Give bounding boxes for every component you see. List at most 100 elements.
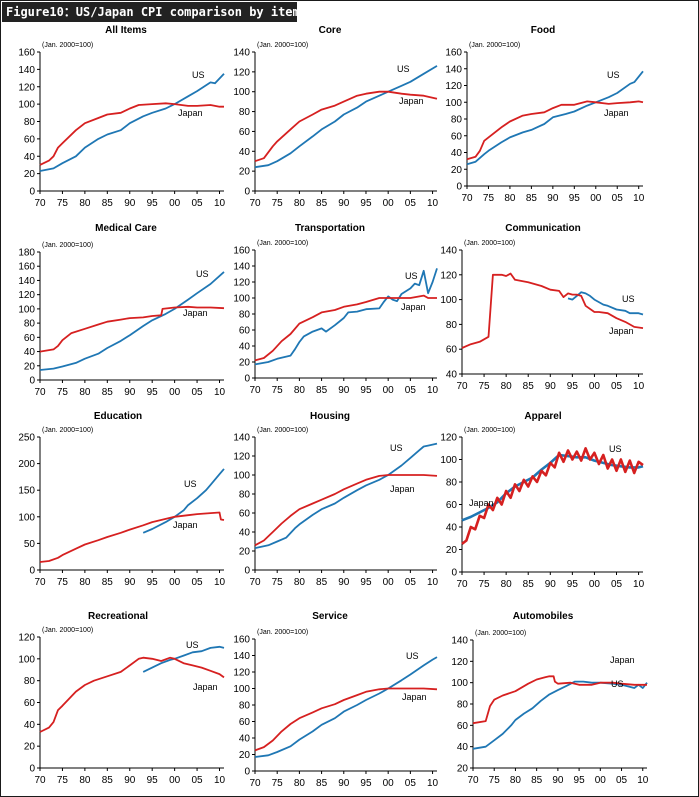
- x-tick-label: 70: [34, 775, 46, 786]
- us-series-line: [254, 268, 438, 366]
- y-tick-label: 140: [451, 636, 468, 647]
- y-tick-label: 60: [239, 326, 251, 337]
- x-tick-label: 05: [192, 577, 204, 588]
- us-series-line: [142, 645, 225, 673]
- y-tick-label: 100: [440, 295, 457, 306]
- x-tick-label: 05: [405, 198, 417, 209]
- japan-series-line: [466, 100, 644, 161]
- y-tick-label: 60: [24, 698, 36, 709]
- chart-title: Core: [319, 25, 342, 36]
- x-tick-label: 85: [526, 193, 538, 204]
- y-tick-label: 40: [451, 148, 463, 159]
- x-tick-label: 70: [467, 775, 479, 786]
- x-tick-label: 80: [294, 198, 306, 209]
- chart-title: Medical Care: [95, 223, 157, 234]
- x-tick-label: 90: [338, 385, 350, 396]
- x-tick-label: 10: [427, 198, 439, 209]
- unit-label: (Jan. 2000=100): [257, 240, 308, 247]
- y-tick-label: 140: [18, 65, 35, 76]
- y-tick-label: 40: [446, 523, 458, 534]
- unit-label: (Jan. 2000=100): [42, 627, 93, 634]
- y-tick-label: 80: [446, 478, 458, 489]
- x-tick-label: 05: [405, 385, 417, 396]
- y-tick-label: 80: [24, 676, 36, 687]
- y-tick-label: 120: [18, 290, 35, 301]
- x-tick-label: 90: [338, 198, 350, 209]
- x-tick-label: 80: [294, 778, 306, 789]
- x-tick-label: 05: [192, 198, 204, 209]
- y-tick-label: 40: [24, 720, 36, 731]
- y-tick-label: 80: [239, 310, 251, 321]
- x-tick-label: 85: [102, 775, 114, 786]
- x-tick-label: 00: [169, 198, 181, 209]
- x-tick-label: 10: [214, 775, 226, 786]
- y-tick-label: 60: [24, 333, 36, 344]
- y-tick-label: 0: [451, 568, 457, 579]
- y-tick-label: 120: [440, 433, 457, 444]
- x-tick-label: 75: [483, 193, 495, 204]
- x-tick-label: 90: [124, 577, 136, 588]
- y-tick-label: 80: [446, 320, 458, 331]
- x-tick-label: 75: [57, 387, 69, 398]
- x-tick-label: 85: [316, 198, 328, 209]
- japan-series-label: Japan: [469, 498, 494, 508]
- x-tick-label: 80: [504, 193, 516, 204]
- y-tick-label: 80: [24, 319, 36, 330]
- x-tick-label: 70: [249, 778, 261, 789]
- x-tick-label: 05: [192, 775, 204, 786]
- us-series-label: US: [611, 679, 624, 689]
- x-tick-label: 75: [272, 577, 284, 588]
- x-tick-label: 70: [249, 198, 261, 209]
- y-tick-label: 100: [18, 512, 35, 523]
- y-tick-label: 20: [24, 742, 36, 753]
- y-tick-label: 100: [440, 455, 457, 466]
- y-tick-label: 40: [457, 742, 469, 753]
- x-tick-label: 10: [427, 385, 439, 396]
- y-tick-label: 40: [239, 147, 251, 158]
- us-series-line: [39, 271, 225, 371]
- x-tick-label: 75: [479, 381, 491, 392]
- y-tick-label: 20: [239, 167, 251, 178]
- chart-title: Apparel: [524, 411, 561, 422]
- us-series-line: [461, 453, 644, 522]
- japan-series-line: [254, 687, 438, 752]
- x-tick-label: 85: [523, 579, 535, 590]
- y-tick-label: 60: [446, 345, 458, 356]
- y-tick-label: 100: [233, 684, 250, 695]
- x-tick-label: 95: [147, 198, 159, 209]
- y-tick-label: 80: [239, 701, 251, 712]
- japan-series-label: Japan: [609, 326, 634, 336]
- y-tick-label: 140: [233, 433, 250, 444]
- x-tick-label: 70: [34, 387, 46, 398]
- x-tick-label: 90: [338, 778, 350, 789]
- y-tick-label: 40: [239, 734, 251, 745]
- japan-series-label: Japan: [390, 484, 415, 494]
- x-tick-label: 00: [169, 775, 181, 786]
- y-tick-label: 40: [446, 370, 458, 381]
- x-tick-label: 75: [272, 198, 284, 209]
- y-tick-label: 0: [244, 374, 250, 385]
- y-tick-label: 100: [18, 100, 35, 111]
- x-tick-label: 75: [489, 775, 501, 786]
- x-tick-label: 00: [383, 577, 395, 588]
- x-tick-label: 10: [214, 577, 226, 588]
- y-tick-label: 80: [457, 700, 469, 711]
- us-series-label: US: [607, 70, 620, 80]
- y-tick-label: 50: [24, 539, 36, 550]
- x-tick-label: 70: [34, 577, 46, 588]
- x-tick-label: 95: [360, 198, 372, 209]
- x-tick-label: 10: [637, 775, 649, 786]
- y-tick-label: 40: [239, 528, 251, 539]
- y-tick-label: 0: [29, 187, 35, 198]
- y-tick-label: 160: [18, 262, 35, 273]
- y-tick-label: 200: [18, 459, 35, 470]
- japan-series-line: [39, 305, 225, 353]
- y-tick-label: 0: [456, 182, 462, 193]
- x-tick-label: 85: [102, 387, 114, 398]
- us-series-label: US: [397, 64, 410, 74]
- us-series-line: [472, 680, 648, 750]
- unit-label: (Jan. 2000=100): [257, 42, 308, 49]
- y-tick-label: 20: [239, 547, 251, 558]
